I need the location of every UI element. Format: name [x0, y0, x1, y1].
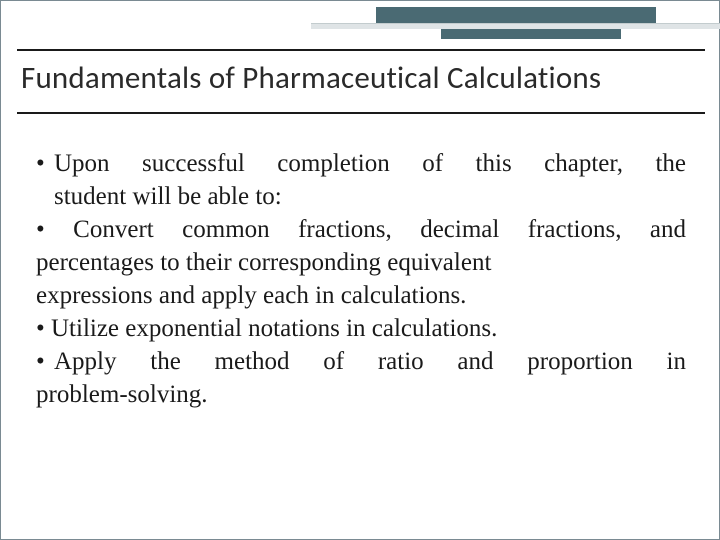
bullet-item: • Convert common fractions, decimal frac…	[36, 213, 686, 246]
top-accent-group	[1, 1, 720, 45]
accent-bar-short	[441, 29, 621, 39]
text-line: • Utilize exponential notations in calcu…	[36, 315, 497, 342]
bullet-icon: •	[36, 147, 45, 180]
slide: Fundamentals of Pharmaceutical Calculati…	[0, 0, 720, 540]
bullet-item: • Apply the method of ratio and proporti…	[36, 345, 686, 378]
bullet-item: • Utilize exponential notations in calcu…	[36, 312, 686, 345]
slide-title: Fundamentals of Pharmaceutical Calculati…	[21, 59, 701, 97]
text-line: • Convert common fractions, decimal frac…	[36, 216, 686, 243]
text-line: percentages to their corresponding equiv…	[36, 246, 686, 279]
title-rule-top	[17, 49, 705, 51]
body-text: • Upon successful completion of this cha…	[36, 147, 686, 411]
bullet-item: • Upon successful completion of this cha…	[36, 147, 686, 180]
bullet-icon: •	[36, 345, 45, 378]
title-rule-bottom	[17, 112, 705, 114]
text-line: problem-solving.	[36, 378, 686, 411]
text-line: student will be able to:	[36, 180, 686, 213]
text-line: expressions and apply each in calculatio…	[36, 279, 686, 312]
text-line: Apply the method of ratio and proportion…	[54, 348, 686, 375]
text-line: Upon successful completion of this chapt…	[54, 150, 686, 177]
